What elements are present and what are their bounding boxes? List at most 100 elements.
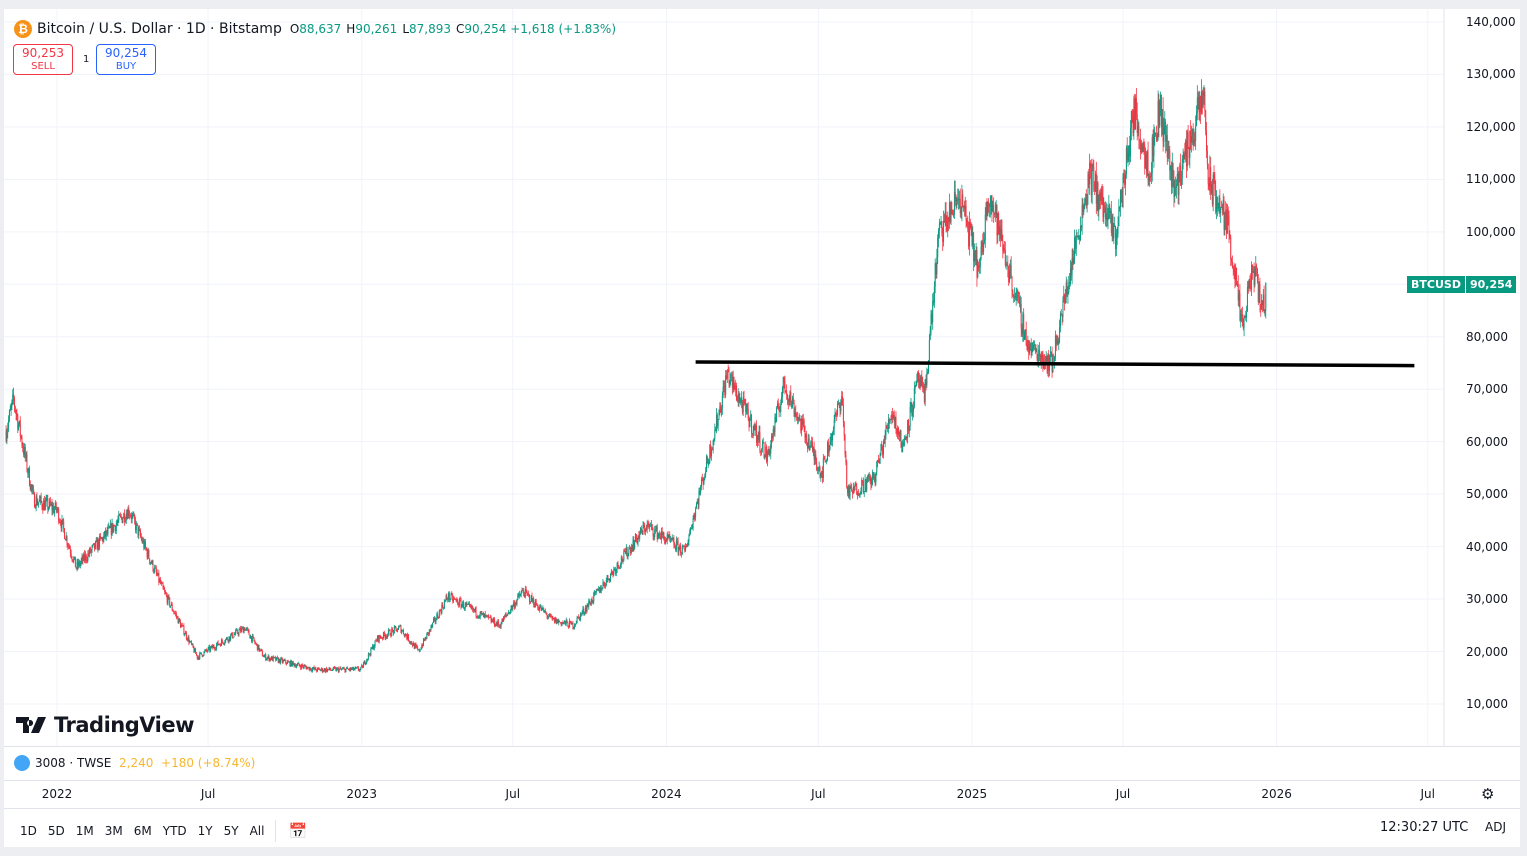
candle-body	[332, 667, 334, 671]
candle-body	[665, 540, 667, 544]
candle-body	[785, 390, 787, 393]
candle-body	[570, 621, 572, 625]
candle-body	[591, 598, 593, 603]
candle-body	[726, 375, 728, 379]
candle-body	[574, 624, 576, 628]
candle-body	[872, 472, 874, 482]
candle-body	[38, 501, 40, 504]
candle-body	[923, 386, 925, 389]
adj-toggle[interactable]: ADJ	[1485, 820, 1506, 834]
candle-body	[427, 632, 429, 635]
candle-body	[198, 656, 200, 659]
range-1d[interactable]: 1D	[20, 824, 37, 838]
candle-body	[749, 420, 751, 428]
candle-body	[507, 613, 509, 615]
candle-body	[796, 416, 798, 420]
candle-body	[475, 607, 477, 616]
candle-body	[938, 224, 940, 231]
candle-body	[219, 643, 221, 645]
candle-body	[407, 634, 409, 641]
candle-body	[1012, 291, 1014, 295]
range-1y[interactable]: 1Y	[197, 824, 213, 838]
candle-body	[685, 546, 687, 551]
candle-body	[539, 606, 541, 608]
candle-body	[1165, 121, 1167, 142]
candle-body	[972, 232, 974, 245]
candle-body	[422, 645, 424, 647]
candle-body	[398, 626, 400, 628]
candle-body	[1081, 205, 1083, 229]
candle-body	[270, 657, 272, 660]
candle-body	[46, 498, 48, 500]
candle-body	[468, 603, 470, 605]
candle-body	[673, 538, 675, 546]
candle-body	[1251, 264, 1253, 290]
candle-body	[875, 472, 877, 482]
candle-body	[31, 484, 33, 490]
candle-body	[650, 524, 652, 526]
range-5y[interactable]: 5Y	[223, 824, 239, 838]
range-ytd[interactable]: YTD	[162, 824, 187, 838]
candle-body	[603, 582, 605, 584]
candle-body	[808, 438, 810, 451]
buy-button[interactable]: 90,254 BUY	[96, 44, 156, 75]
clock[interactable]: 12:30:27 UTC	[1380, 820, 1469, 835]
candle-body	[776, 408, 778, 422]
settings-gear-icon[interactable]: ⚙	[1481, 785, 1495, 803]
price-chart[interactable]	[4, 9, 1520, 847]
candle-body	[530, 595, 532, 602]
candle-body	[122, 518, 124, 523]
price-tick-label: 130,000	[1466, 67, 1516, 82]
candle-body	[1110, 211, 1112, 233]
range-3m[interactable]: 3M	[104, 824, 123, 838]
candle-body	[155, 567, 157, 569]
candle-body	[559, 622, 561, 624]
compare-legend[interactable]: 3008 · TWSE 2,240 +180 (+8.74%)	[14, 755, 255, 771]
candle-body	[10, 406, 12, 410]
sell-button[interactable]: 90,253 SELL	[13, 44, 73, 75]
candle-body	[79, 563, 81, 566]
candle-body	[906, 436, 908, 438]
candle-body	[557, 619, 559, 623]
symbol-title[interactable]: Bitcoin / U.S. Dollar · 1D · Bitstamp	[37, 21, 282, 37]
candle-body	[230, 632, 232, 636]
range-6m[interactable]: 6M	[133, 824, 152, 838]
candle-body	[223, 643, 225, 645]
candle-body	[294, 664, 296, 667]
candle-body	[1226, 209, 1228, 234]
candle-body	[1032, 345, 1034, 350]
candle-body	[233, 634, 235, 638]
range-5d[interactable]: 5D	[47, 824, 65, 838]
candle-body	[842, 396, 844, 405]
range-1m[interactable]: 1M	[75, 824, 94, 838]
candle-body	[857, 492, 859, 496]
candle-body	[1206, 151, 1208, 164]
range-all[interactable]: All	[249, 824, 265, 838]
candle-body	[790, 391, 792, 402]
candle-body	[1176, 174, 1178, 185]
candle-body	[246, 628, 248, 630]
candle-body	[1037, 359, 1039, 362]
candle-body	[1195, 125, 1197, 141]
candle-body	[514, 603, 516, 608]
candle-body	[761, 442, 763, 450]
go-to-date-calendar-icon[interactable]: 📅	[288, 822, 308, 840]
candle-body	[53, 508, 55, 513]
candle-body	[430, 625, 432, 630]
candle-body	[736, 385, 738, 400]
candle-body	[203, 651, 205, 656]
time-tick-label: Jul	[1115, 787, 1131, 801]
candle-body	[685, 546, 687, 548]
tradingview-logo[interactable]: TradingView	[16, 713, 194, 737]
candle-body	[47, 498, 49, 510]
candle-body	[754, 425, 756, 430]
candle-body	[599, 587, 601, 593]
candle-body	[1171, 163, 1173, 187]
candle-body	[822, 458, 824, 479]
candle-body	[1195, 112, 1197, 126]
candle-body	[59, 521, 61, 523]
candle-body	[565, 619, 567, 624]
candle-body	[998, 226, 1000, 235]
candle-body	[356, 667, 358, 669]
candle-body	[598, 587, 600, 591]
